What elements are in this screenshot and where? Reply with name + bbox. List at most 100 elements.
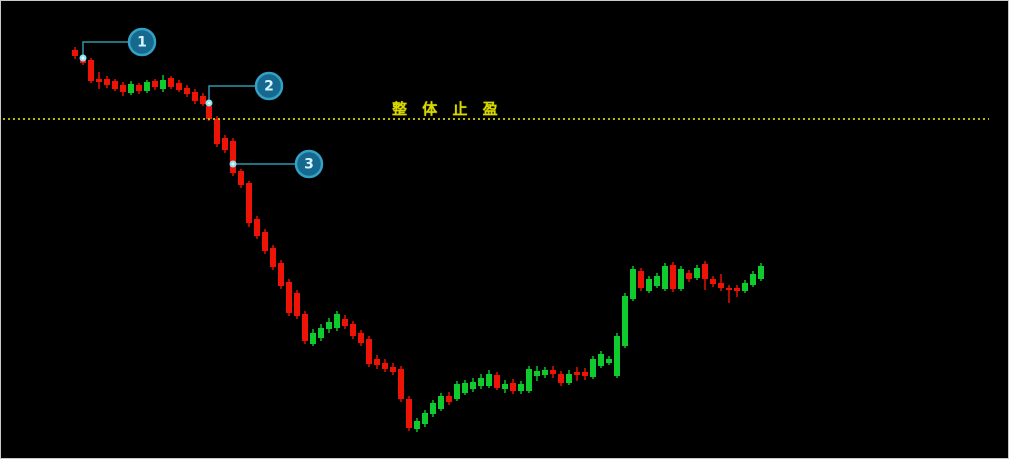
marker-anchor-dot-highlight: [207, 101, 211, 105]
marker-circle[interactable]: [254, 71, 284, 101]
candle: [526, 366, 532, 393]
candle: [582, 368, 588, 380]
candle: [678, 266, 684, 291]
candle: [534, 366, 540, 381]
candle: [430, 400, 436, 417]
marker-1[interactable]: 1: [79, 27, 157, 62]
marker-callout-line: [82, 41, 129, 58]
candle: [606, 356, 612, 365]
candle: [510, 379, 516, 394]
candle: [302, 311, 308, 344]
candle: [214, 116, 220, 147]
candle: [270, 245, 276, 270]
candle: [470, 378, 476, 392]
marker-circle[interactable]: [127, 27, 157, 57]
candle: [614, 333, 620, 378]
candle: [104, 76, 110, 88]
candle: [438, 393, 444, 411]
candle: [334, 311, 340, 331]
candle: [246, 181, 252, 227]
candle: [750, 271, 756, 287]
candle: [694, 265, 700, 280]
candle: [342, 315, 348, 329]
candle: [478, 374, 484, 389]
candle: [462, 380, 468, 395]
candle: [422, 410, 428, 427]
candle: [230, 138, 236, 176]
marker-number: 3: [304, 157, 314, 173]
candle: [550, 366, 556, 378]
marker-3[interactable]: 3: [229, 149, 324, 179]
candle: [566, 370, 572, 385]
candle: [144, 80, 150, 93]
candle: [390, 363, 396, 375]
marker-number: 2: [264, 79, 274, 95]
candle: [184, 85, 190, 97]
candle: [72, 47, 78, 59]
candle: [254, 216, 260, 239]
candle: [294, 290, 300, 319]
candle: [662, 263, 668, 291]
candle: [630, 266, 636, 301]
candle: [622, 293, 628, 348]
marker-2[interactable]: 2: [205, 71, 284, 107]
marker-number: 1: [137, 35, 147, 51]
candle: [486, 370, 492, 388]
candle: [120, 82, 126, 96]
candle: [398, 366, 404, 402]
candle: [286, 279, 292, 316]
candle: [646, 276, 652, 293]
candle: [742, 280, 748, 293]
candle: [366, 336, 372, 367]
candle: [88, 58, 94, 83]
candle: [558, 371, 564, 386]
candle: [192, 89, 198, 104]
candle: [686, 270, 692, 282]
candle: [238, 169, 244, 188]
candle: [590, 356, 596, 379]
candle: [702, 261, 708, 290]
candle: [502, 380, 508, 393]
candle: [518, 381, 524, 394]
take-profit-label[interactable]: 整 体 止 盈: [392, 100, 503, 118]
candle: [374, 355, 380, 369]
candle: [414, 418, 420, 432]
candle: [710, 276, 716, 287]
candle: [318, 324, 324, 341]
candle: [718, 274, 724, 291]
candle: [200, 93, 206, 106]
candle: [734, 285, 740, 297]
candle: [358, 330, 364, 346]
candle: [382, 359, 388, 372]
candle: [136, 83, 142, 94]
candle: [262, 229, 268, 254]
candle: [638, 268, 644, 291]
candle: [152, 79, 158, 90]
candle: [160, 75, 166, 92]
candle: [310, 329, 316, 346]
candle: [350, 321, 356, 339]
candle: [222, 135, 228, 153]
candle: [574, 367, 580, 381]
candle: [112, 79, 118, 91]
candle: [128, 81, 134, 95]
candle: [654, 273, 660, 288]
candle: [670, 262, 676, 292]
candle: [446, 392, 452, 405]
candle: [494, 372, 500, 390]
candle: [326, 318, 332, 333]
marker-circle[interactable]: [294, 149, 324, 179]
candle: [96, 72, 102, 89]
marker-callout-line: [208, 85, 256, 103]
candle: [454, 381, 460, 401]
candle: [406, 396, 412, 431]
candle: [168, 76, 174, 89]
candle: [176, 80, 182, 92]
marker-anchor-dot-highlight: [231, 162, 235, 166]
marker-anchor-dot-highlight: [81, 56, 85, 60]
candle: [726, 285, 732, 303]
candle: [542, 367, 548, 378]
candle: [278, 260, 284, 289]
